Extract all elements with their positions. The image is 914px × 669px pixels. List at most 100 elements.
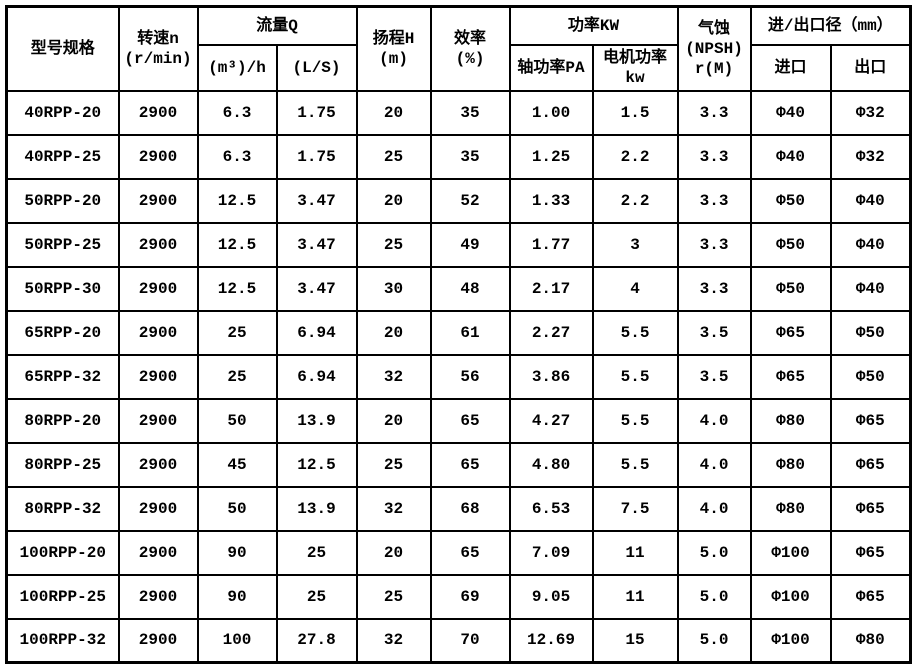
cell-motor-power: 7.5: [591, 485, 679, 532]
cell-flow-ls: 13.9: [275, 397, 358, 444]
header-inlet: 进口: [749, 43, 832, 92]
cell-head: 25: [355, 133, 432, 180]
cell-flow-ls: 1.75: [275, 89, 358, 136]
cell-inlet: Φ100: [749, 529, 832, 576]
table-row: 65RPP-20 2900 25 6.94 20 61 2.27 5.5 3.5 Φ65 Φ50: [5, 309, 912, 356]
cell-outlet: Φ65: [829, 441, 912, 488]
cell-flow-ls: 27.8: [275, 617, 358, 664]
cell-flow-ls: 6.94: [275, 353, 358, 400]
cell-flow-ls: 3.47: [275, 265, 358, 312]
cell-motor-power: 11: [591, 573, 679, 620]
cell-speed: 2900: [117, 397, 199, 444]
cell-model: 80RPP-32: [5, 485, 120, 532]
cell-flow-ls: 1.75: [275, 133, 358, 180]
cell-shaft-power: 9.05: [508, 573, 594, 620]
cell-inlet: Φ80: [749, 397, 832, 444]
cell-head: 20: [355, 309, 432, 356]
cell-model: 65RPP-32: [5, 353, 120, 400]
cell-flow-m3h: 12.5: [196, 221, 278, 268]
cell-model: 80RPP-25: [5, 441, 120, 488]
cell-head: 20: [355, 177, 432, 224]
cell-model: 100RPP-20: [5, 529, 120, 576]
cell-efficiency: 56: [429, 353, 511, 400]
cell-outlet: Φ65: [829, 397, 912, 444]
cell-model: 65RPP-20: [5, 309, 120, 356]
cell-npsh: 3.5: [676, 309, 752, 356]
cell-efficiency: 49: [429, 221, 511, 268]
header-shaft-power: 轴功率PA: [508, 43, 594, 92]
cell-shaft-power: 1.00: [508, 89, 594, 136]
table-header: 型号规格 转速n (r/min) 流量Q 扬程H (m) 效率 (%) 功率KW…: [5, 5, 912, 92]
cell-inlet: Φ50: [749, 221, 832, 268]
cell-flow-m3h: 6.3: [196, 89, 278, 136]
cell-efficiency: 65: [429, 441, 511, 488]
cell-shaft-power: 1.33: [508, 177, 594, 224]
cell-head: 20: [355, 397, 432, 444]
header-power-group: 功率KW: [508, 5, 679, 46]
cell-outlet: Φ32: [829, 89, 912, 136]
cell-flow-ls: 3.47: [275, 221, 358, 268]
cell-outlet: Φ80: [829, 617, 912, 664]
cell-shaft-power: 1.25: [508, 133, 594, 180]
cell-flow-ls: 25: [275, 529, 358, 576]
cell-model: 40RPP-20: [5, 89, 120, 136]
header-npsh: 气蚀 (NPSH) r(M): [676, 5, 752, 92]
cell-speed: 2900: [117, 353, 199, 400]
cell-efficiency: 70: [429, 617, 511, 664]
header-flow-m3h: (m³)/h: [196, 43, 278, 92]
cell-shaft-power: 1.77: [508, 221, 594, 268]
header-efficiency: 效率 (%): [429, 5, 511, 92]
cell-inlet: Φ100: [749, 617, 832, 664]
table-row: 50RPP-25 2900 12.5 3.47 25 49 1.77 3 3.3 Φ50 Φ40: [5, 221, 912, 268]
cell-efficiency: 61: [429, 309, 511, 356]
cell-head: 32: [355, 617, 432, 664]
cell-outlet: Φ40: [829, 265, 912, 312]
cell-shaft-power: 4.27: [508, 397, 594, 444]
cell-outlet: Φ65: [829, 529, 912, 576]
cell-motor-power: 1.5: [591, 89, 679, 136]
cell-flow-ls: 13.9: [275, 485, 358, 532]
cell-efficiency: 68: [429, 485, 511, 532]
cell-speed: 2900: [117, 133, 199, 180]
cell-flow-m3h: 6.3: [196, 133, 278, 180]
cell-outlet: Φ40: [829, 221, 912, 268]
cell-motor-power: 15: [591, 617, 679, 664]
cell-motor-power: 3: [591, 221, 679, 268]
cell-npsh: 3.3: [676, 265, 752, 312]
cell-head: 25: [355, 221, 432, 268]
cell-model: 50RPP-25: [5, 221, 120, 268]
cell-inlet: Φ80: [749, 441, 832, 488]
cell-speed: 2900: [117, 485, 199, 532]
cell-flow-m3h: 12.5: [196, 177, 278, 224]
cell-speed: 2900: [117, 265, 199, 312]
cell-npsh: 3.3: [676, 221, 752, 268]
cell-model: 80RPP-20: [5, 397, 120, 444]
cell-speed: 2900: [117, 617, 199, 664]
cell-speed: 2900: [117, 529, 199, 576]
table-row: 40RPP-25 2900 6.3 1.75 25 35 1.25 2.2 3.3 Φ40 Φ32: [5, 133, 912, 180]
cell-flow-m3h: 100: [196, 617, 278, 664]
table-row: 100RPP-25 2900 90 25 25 69 9.05 11 5.0 Φ100 Φ65: [5, 573, 912, 620]
table-row: 50RPP-30 2900 12.5 3.47 30 48 2.17 4 3.3 Φ50 Φ40: [5, 265, 912, 312]
cell-motor-power: 5.5: [591, 441, 679, 488]
cell-head: 25: [355, 573, 432, 620]
cell-head: 20: [355, 89, 432, 136]
cell-flow-m3h: 45: [196, 441, 278, 488]
cell-motor-power: 4: [591, 265, 679, 312]
cell-npsh: 3.3: [676, 133, 752, 180]
cell-flow-m3h: 12.5: [196, 265, 278, 312]
table-row: 100RPP-32 2900 100 27.8 32 70 12.69 15 5.0 Φ100 Φ8…: [5, 617, 912, 664]
cell-inlet: Φ80: [749, 485, 832, 532]
cell-npsh: 4.0: [676, 397, 752, 444]
header-outlet: 出口: [829, 43, 912, 92]
cell-head: 20: [355, 529, 432, 576]
cell-npsh: 5.0: [676, 573, 752, 620]
pump-spec-table: 型号规格 转速n (r/min) 流量Q 扬程H (m) 效率 (%) 功率KW…: [5, 5, 913, 664]
cell-model: 100RPP-32: [5, 617, 120, 664]
cell-flow-ls: 3.47: [275, 177, 358, 224]
cell-efficiency: 65: [429, 397, 511, 444]
cell-head: 32: [355, 353, 432, 400]
table-row: 100RPP-20 2900 90 25 20 65 7.09 11 5.0 Φ100 Φ65: [5, 529, 912, 576]
cell-speed: 2900: [117, 221, 199, 268]
